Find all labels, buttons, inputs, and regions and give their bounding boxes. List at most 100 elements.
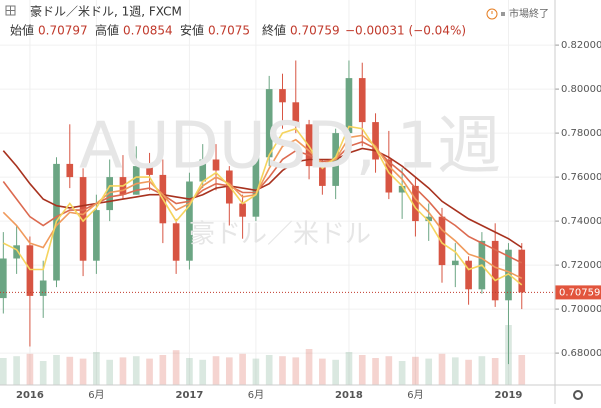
- x-tick-label: 6月: [248, 389, 264, 401]
- volume-bar: [0, 358, 7, 385]
- volume-bar: [53, 355, 60, 385]
- candle-body: [292, 102, 300, 125]
- volume-bar: [212, 356, 220, 385]
- close-label: 終値: [262, 23, 286, 38]
- volume-bar: [119, 357, 127, 385]
- volume-bar: [319, 358, 326, 385]
- overlay: 0.68000 0.70000 0.72000 0.74000 0.76000 0.780…: [16, 40, 601, 401]
- y-tick-label: 0.74000: [561, 216, 601, 227]
- volume-bar: [398, 361, 406, 385]
- volume-bar: [345, 352, 353, 385]
- volume-bar: [305, 349, 313, 385]
- y-tick-label: 0.82000: [561, 40, 601, 51]
- last-price-label: 0.70759: [559, 287, 600, 298]
- last-price-tag: [555, 285, 601, 300]
- volume-bar: [146, 358, 153, 385]
- market-status: 市場終了: [509, 7, 549, 20]
- x-tick-label: 2017: [176, 390, 204, 401]
- volume-bar: [13, 356, 20, 385]
- candle-body: [106, 177, 113, 211]
- candle-body: [279, 89, 286, 103]
- volume-bar: [412, 356, 419, 385]
- volume-bar: [358, 355, 366, 385]
- open-value: 0.70797: [38, 24, 88, 38]
- candle-body: [0, 258, 7, 299]
- candle-body: [505, 249, 512, 301]
- moving-average: [2, 147, 523, 249]
- change: −0.00031 (−0.04%): [345, 24, 466, 38]
- watermark: AUDUSD, 1週: [79, 110, 501, 184]
- plot: [0, 0, 555, 385]
- candle-body: [172, 223, 180, 261]
- moving-average: [2, 141, 523, 264]
- candle-body: [26, 245, 34, 296]
- low-value: 0.7075: [208, 24, 250, 38]
- y-tick-label: 0.70000: [561, 304, 601, 315]
- candle-body: [212, 159, 220, 171]
- settings-icon[interactable]: [573, 390, 583, 400]
- volume-bar: [93, 352, 100, 385]
- volume-bar: [186, 358, 193, 385]
- volume-bar: [39, 361, 47, 385]
- candle-body: [93, 210, 100, 261]
- x-tick-label: 6月: [88, 389, 104, 401]
- x-tick-label: 2018: [335, 390, 363, 401]
- candle-body: [199, 159, 207, 182]
- candle-body: [66, 163, 74, 178]
- candle-body: [438, 216, 446, 266]
- candle-body: [425, 216, 433, 222]
- volume-bar: [518, 355, 526, 385]
- x-tick-label: 6月: [407, 389, 423, 401]
- x-tick-label: 2019: [495, 390, 523, 401]
- volume-bar: [438, 353, 446, 385]
- volume-bar: [239, 353, 246, 385]
- candle-body: [412, 185, 419, 222]
- volume-bar: [132, 356, 140, 385]
- y-tick-label: 0.80000: [561, 84, 601, 95]
- low-label: 安値: [180, 23, 204, 38]
- high-value: 0.70854: [123, 24, 173, 38]
- volume-bar: [491, 358, 499, 385]
- y-tick-label: 0.68000: [561, 348, 601, 359]
- candle-body: [358, 78, 366, 123]
- candle-body: [79, 177, 87, 261]
- candle-body: [319, 166, 326, 186]
- volume-bar: [279, 356, 286, 385]
- volume-bar: [332, 359, 339, 385]
- candle-body: [265, 89, 273, 158]
- candle-body: [372, 122, 379, 160]
- candle-body: [39, 280, 47, 296]
- volume-bar: [372, 358, 379, 385]
- status-icon: [486, 8, 498, 20]
- volume-bar: [159, 355, 167, 385]
- candle-body: [239, 203, 246, 217]
- candle-body: [13, 245, 20, 259]
- moving-average: [2, 134, 523, 280]
- candle-body: [451, 260, 459, 266]
- volume-bar: [465, 359, 472, 385]
- volume-bar: [451, 357, 459, 385]
- candle-body: [518, 249, 526, 293]
- volume-bar: [26, 353, 34, 385]
- close-value: 0.70759: [290, 24, 340, 38]
- y-tick-label: 0.76000: [561, 172, 601, 183]
- volume-bar: [66, 356, 74, 385]
- candle-body: [491, 240, 499, 301]
- candle-body: [465, 260, 472, 290]
- watermark-sub: 豪ドル／米ドル: [189, 220, 371, 250]
- volume-bar: [478, 356, 486, 385]
- open-label: 始値: [10, 23, 34, 38]
- candle-body: [146, 166, 153, 175]
- candle-body: [345, 78, 353, 134]
- candle-body: [252, 157, 260, 217]
- volume-bar: [425, 358, 433, 385]
- moving-average: [2, 125, 523, 286]
- candle-body: [186, 181, 193, 261]
- volume-bar: [79, 358, 87, 385]
- high-label: 高値: [95, 23, 119, 38]
- status-dot: [501, 12, 505, 16]
- x-tick-label: 2016: [16, 390, 44, 401]
- candle-body: [398, 185, 406, 193]
